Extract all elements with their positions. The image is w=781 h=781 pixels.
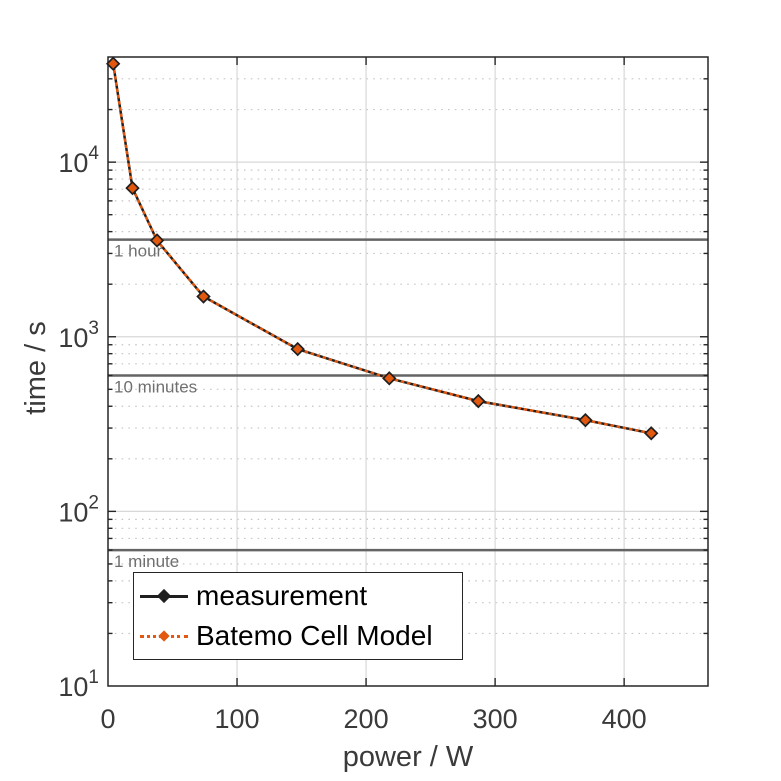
model-line — [111, 63, 652, 435]
model-data-point-marker — [152, 235, 162, 246]
model-data-point-marker — [473, 396, 484, 406]
x-axis-label: power / W — [342, 741, 474, 773]
y-axis-label: time / s — [19, 321, 52, 415]
model-data-point-marker — [108, 58, 118, 69]
model-data-point-marker — [127, 183, 138, 193]
legend-sample-model — [140, 628, 188, 644]
reference-line-label-1-minute: 1 minute — [114, 552, 179, 571]
legend: measurement Batemo Cell Model — [133, 572, 463, 660]
x-tick-label: 300 — [473, 704, 518, 734]
y-tick-label: 102 — [58, 492, 99, 527]
y-tick-label: 101 — [58, 667, 99, 702]
model-data-point-marker — [580, 415, 591, 425]
legend-item-batemo-cell-model: Batemo Cell Model — [134, 620, 462, 652]
legend-label-batemo-cell-model: Batemo Cell Model — [196, 619, 433, 651]
reference-line-label-10-minutes: 10 minutes — [114, 377, 197, 396]
model-data-point-marker — [292, 344, 303, 354]
x-tick-label: 0 — [100, 704, 115, 734]
model-data-point-marker — [198, 291, 209, 302]
plot-border — [107, 56, 709, 687]
measurement-diamond-icon — [156, 589, 172, 604]
reference-line-label-1-hour: 1 hour — [114, 242, 163, 261]
legend-item-measurement: measurement — [134, 580, 462, 612]
model-data-point-marker — [384, 373, 395, 384]
y-tick-label: 104 — [58, 143, 99, 178]
legend-label-measurement: measurement — [196, 580, 368, 612]
x-tick-label: 200 — [344, 704, 389, 734]
model-diamond-icon — [158, 629, 170, 642]
legend-sample-measurement — [140, 588, 188, 604]
model-data-point-marker — [646, 428, 657, 439]
x-tick-label: 400 — [602, 704, 647, 734]
x-tick-label: 100 — [215, 704, 260, 734]
y-tick-label: 103 — [58, 318, 99, 353]
